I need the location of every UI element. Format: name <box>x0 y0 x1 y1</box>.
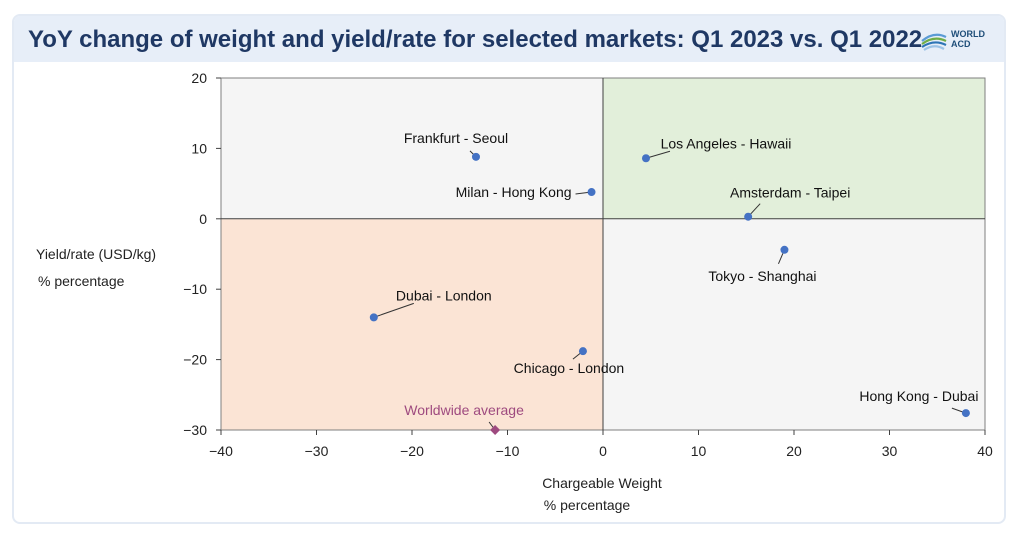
x-axis-label-line-2: % percentage <box>543 497 631 513</box>
x-tick-label: −20 <box>400 443 424 459</box>
x-tick-label: −10 <box>496 443 520 459</box>
data-point <box>780 245 789 254</box>
average-marker <box>490 425 501 435</box>
leader-line <box>645 150 671 159</box>
logo-text: WORLD ACD <box>951 29 985 49</box>
y-tick-label: 20 <box>191 70 207 86</box>
data-label: Tokyo - Shanghai <box>708 268 816 284</box>
data-label: Milan - Hong Kong <box>456 184 572 200</box>
quadrant-top-right <box>603 78 985 219</box>
data-label: Frankfurt - Seoul <box>404 130 508 146</box>
title-bar: YoY change of weight and yield/rate for … <box>14 16 1004 62</box>
x-tick-label: 30 <box>882 443 898 459</box>
data-point <box>744 212 753 221</box>
logo-text-line-1: WORLD <box>951 29 985 39</box>
leader-line <box>373 302 414 318</box>
x-axis-label-line-1: Chargeable Weight <box>542 475 662 491</box>
chart-title: YoY change of weight and yield/rate for … <box>28 26 923 53</box>
world-acd-logo: WORLD ACD <box>919 28 989 54</box>
x-tick-label: 40 <box>977 443 993 459</box>
logo-text-line-2: ACD <box>951 39 971 49</box>
data-point <box>578 347 587 356</box>
data-label: Los Angeles - Hawaii <box>661 135 792 151</box>
x-tick-label: 10 <box>691 443 707 459</box>
average-label: Worldwide average <box>404 402 524 418</box>
data-label: Hong Kong - Dubai <box>859 388 978 404</box>
globe-swoosh-icon <box>921 33 947 51</box>
x-tick-label: 0 <box>599 443 607 459</box>
y-axis-label-line-2: % percentage <box>38 273 125 289</box>
x-tick-label: −40 <box>209 443 233 459</box>
y-tick-label: 10 <box>191 140 207 156</box>
data-label: Amsterdam - Taipei <box>730 185 850 201</box>
quadrant-bottom-right <box>603 218 985 430</box>
x-tick-label: −30 <box>305 443 329 459</box>
y-axis-label-line-1: Yield/rate (USD/kg) <box>36 246 157 262</box>
data-point <box>471 152 480 161</box>
data-point <box>369 313 378 322</box>
y-tick-label: −30 <box>183 422 207 438</box>
data-point <box>961 409 970 418</box>
data-label: Dubai - London <box>396 287 492 303</box>
data-point <box>587 188 596 197</box>
y-tick-label: 0 <box>199 211 207 227</box>
data-point <box>641 154 650 163</box>
x-tick-label: 20 <box>786 443 802 459</box>
y-tick-label: −20 <box>183 352 207 368</box>
y-tick-label: −10 <box>183 281 207 297</box>
quadrant-top-left <box>221 78 603 219</box>
data-label: Chicago - London <box>514 360 625 376</box>
quadrant-bottom-left <box>221 218 603 430</box>
